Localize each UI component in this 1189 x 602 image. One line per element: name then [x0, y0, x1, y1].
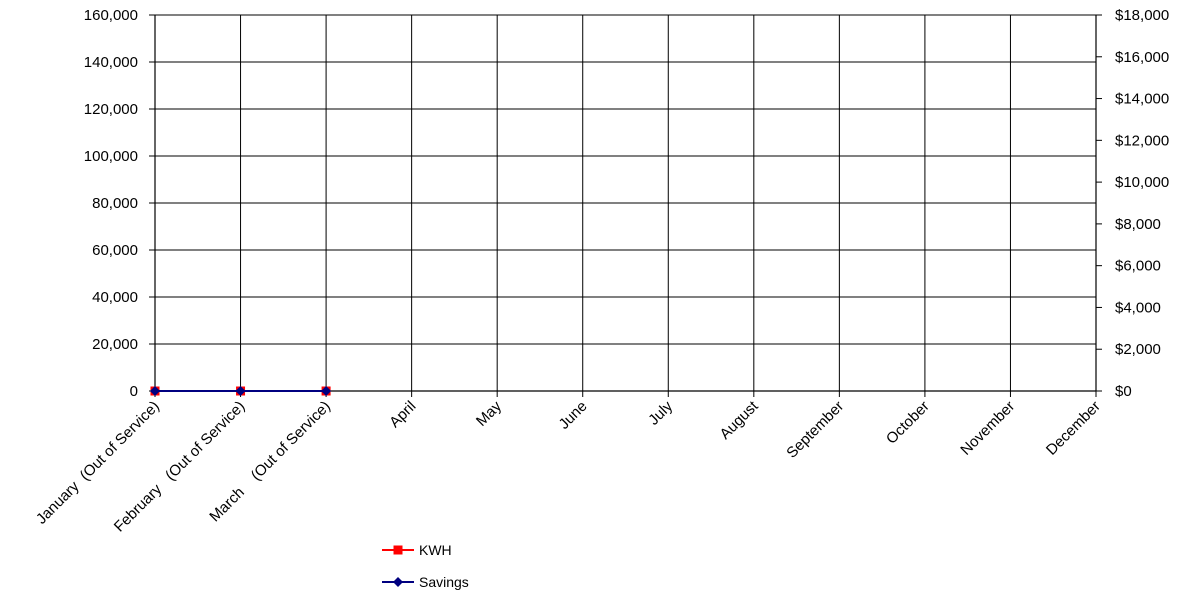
y-tick-label: 60,000: [92, 242, 138, 259]
legend-marker-savings: [393, 577, 403, 587]
x-tick-label: May: [473, 397, 505, 429]
y2-tick-label: $8,000: [1115, 216, 1161, 233]
y-tick-label: 120,000: [84, 101, 138, 118]
x-tick-label: November: [957, 398, 1018, 459]
y-tick-label: 0: [130, 383, 138, 400]
legend-label: Savings: [419, 574, 469, 590]
y2-tick-label: $10,000: [1115, 174, 1169, 191]
y2-tick-label: $18,000: [1115, 7, 1169, 24]
y-tick-label: 160,000: [84, 7, 138, 24]
data-point-savings: [321, 386, 332, 396]
y-tick-label: 80,000: [92, 195, 138, 212]
x-tick-label: September: [783, 398, 847, 462]
y-tick-label: 20,000: [92, 336, 138, 353]
legend-label: KWH: [419, 542, 452, 558]
y2-tick-label: $12,000: [1115, 132, 1169, 149]
x-tick-label: October: [883, 398, 933, 448]
data-point-savings: [150, 386, 160, 396]
y-tick-label: 40,000: [92, 289, 138, 306]
y2-tick-label: $4,000: [1115, 299, 1161, 316]
x-tick-label: August: [717, 397, 763, 443]
y2-tick-label: $16,000: [1115, 49, 1169, 66]
data-point-savings: [235, 386, 246, 396]
x-tick-label: July: [645, 397, 676, 428]
y2-tick-label: $0: [1115, 383, 1132, 400]
y-tick-label: 140,000: [84, 54, 138, 71]
y2-tick-label: $6,000: [1115, 258, 1161, 275]
legend-marker-kwh: [393, 545, 403, 555]
x-tick-label: June: [556, 398, 591, 433]
x-tick-label: December: [1043, 398, 1104, 459]
y2-tick-label: $2,000: [1115, 341, 1161, 358]
y-tick-label: 100,000: [84, 148, 138, 165]
y2-tick-label: $14,000: [1115, 91, 1169, 108]
x-tick-label: April: [386, 398, 419, 431]
